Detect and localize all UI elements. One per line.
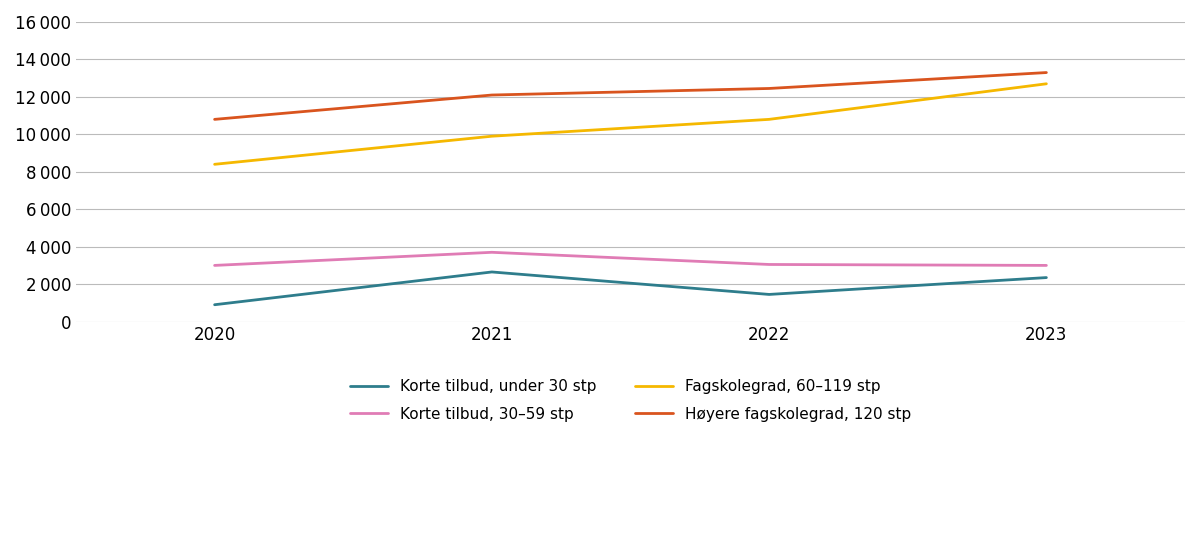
- Høyere fagskolegrad, 120 stp: [208, 116, 222, 123]
- Korte tilbud, under 30 stp: [762, 291, 776, 298]
- Høyere fagskolegrad, 120 stp: [485, 92, 499, 99]
- Korte tilbud, under 30 stp: [485, 269, 499, 276]
- Fagskolegrad, 60–119 stp: [762, 116, 776, 123]
- Line: Korte tilbud, under 30 stp: Korte tilbud, under 30 stp: [215, 272, 1046, 305]
- Høyere fagskolegrad, 120 stp: [1039, 69, 1054, 76]
- Line: Korte tilbud, 30–59 stp: Korte tilbud, 30–59 stp: [215, 253, 1046, 265]
- Line: Fagskolegrad, 60–119 stp: Fagskolegrad, 60–119 stp: [215, 84, 1046, 164]
- Høyere fagskolegrad, 120 stp: [762, 85, 776, 92]
- Korte tilbud, under 30 stp: [208, 301, 222, 308]
- Korte tilbud, 30–59 stp: [208, 262, 222, 269]
- Fagskolegrad, 60–119 stp: [1039, 81, 1054, 87]
- Korte tilbud, 30–59 stp: [485, 249, 499, 256]
- Korte tilbud, 30–59 stp: [762, 261, 776, 268]
- Legend: Korte tilbud, under 30 stp, Korte tilbud, 30–59 stp, Fagskolegrad, 60–119 stp, H: Korte tilbud, under 30 stp, Korte tilbud…: [343, 374, 918, 428]
- Line: Høyere fagskolegrad, 120 stp: Høyere fagskolegrad, 120 stp: [215, 73, 1046, 119]
- Korte tilbud, under 30 stp: [1039, 274, 1054, 281]
- Fagskolegrad, 60–119 stp: [208, 161, 222, 167]
- Korte tilbud, 30–59 stp: [1039, 262, 1054, 269]
- Fagskolegrad, 60–119 stp: [485, 133, 499, 139]
